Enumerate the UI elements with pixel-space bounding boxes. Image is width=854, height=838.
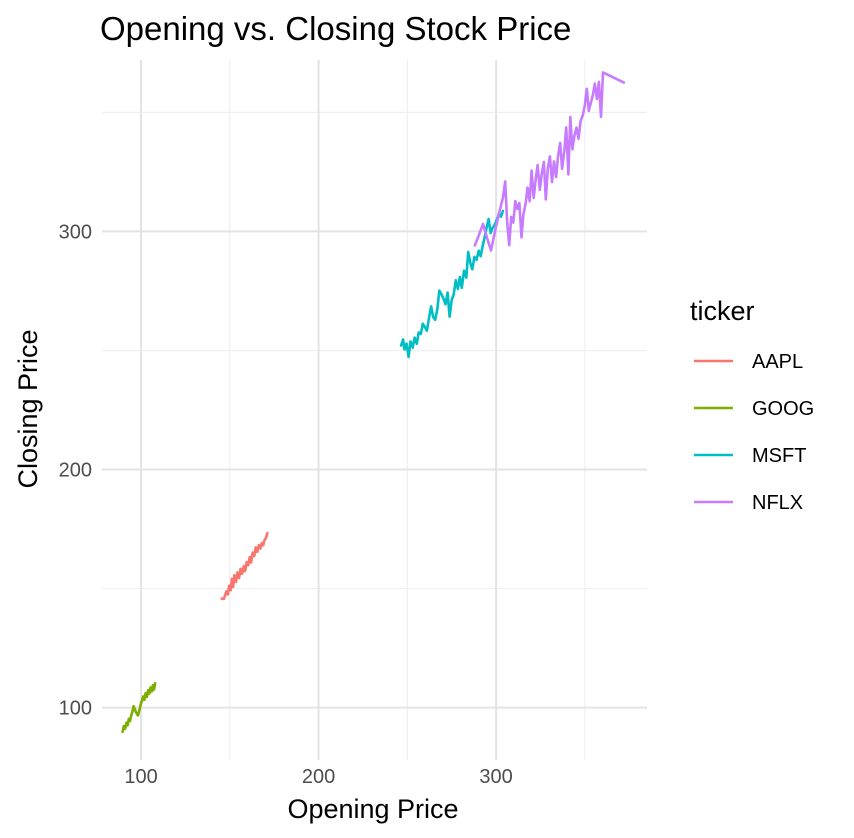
x-tick-label: 100: [124, 766, 157, 788]
chart-title: Opening vs. Closing Stock Price: [100, 10, 571, 47]
legend-label-goog: GOOG: [752, 398, 814, 420]
y-tick-labels: 100 200 300: [59, 221, 92, 719]
legend-label-aapl: AAPL: [752, 351, 803, 373]
series-line-goog: [121, 682, 157, 734]
y-tick-label: 200: [59, 460, 92, 482]
series-line-nflx: [473, 71, 626, 252]
y-axis-title: Closing Price: [13, 329, 43, 488]
y-tick-label: 300: [59, 221, 92, 243]
legend-title: ticker: [690, 296, 755, 326]
series-line-msft: [399, 209, 505, 359]
x-tick-label: 300: [479, 766, 512, 788]
y-tick-label: 100: [59, 698, 92, 720]
grid: [102, 60, 647, 760]
series-lines: [121, 71, 626, 734]
x-axis-title: Opening Price: [287, 794, 458, 824]
x-tick-label: 200: [302, 766, 335, 788]
x-tick-labels: 100 200 300: [124, 766, 512, 788]
legend: ticker AAPL GOOG MSFT NFLX: [690, 296, 814, 514]
legend-label-msft: MSFT: [752, 445, 806, 467]
series-line-aapl: [220, 531, 269, 601]
legend-label-nflx: NFLX: [752, 492, 803, 514]
